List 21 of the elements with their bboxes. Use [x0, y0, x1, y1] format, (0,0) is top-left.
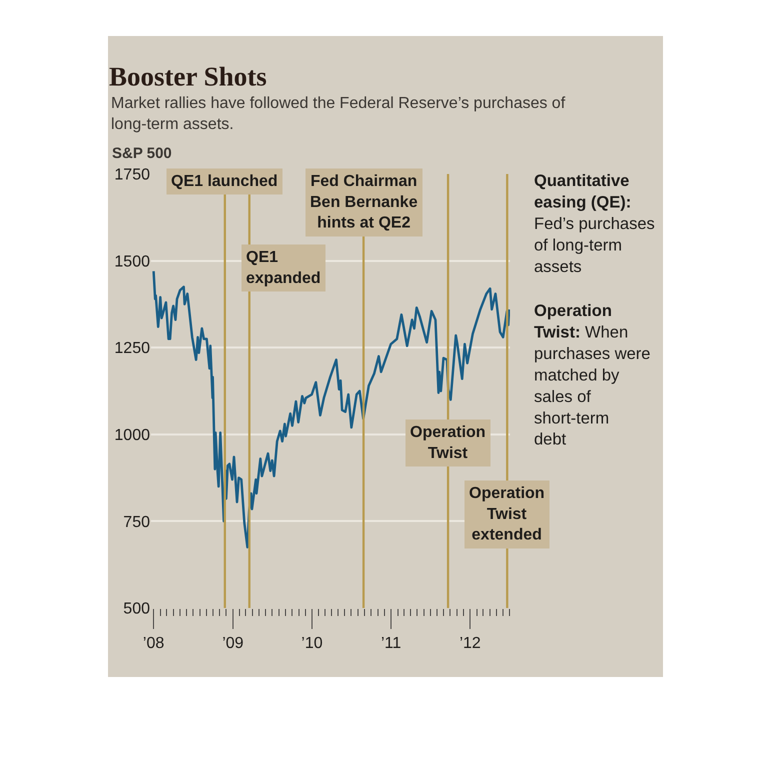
x-tick-label: ’09: [222, 635, 244, 652]
y-tick-label: 1250: [114, 340, 150, 358]
ref-line-label: Fed Chairman Ben Bernanke hints at QE2: [310, 173, 418, 232]
ref-line-label: QE1 launched: [171, 173, 278, 190]
y-tick-label: 750: [123, 514, 150, 531]
x-tick-label: ’10: [301, 635, 323, 652]
chart-title: Booster Shots: [109, 61, 267, 92]
text: Operation Twist: When purchases were matched by sales of short-term debt: [534, 302, 650, 449]
y-tick-label: 1750: [114, 166, 150, 184]
ref-line-label: QE1 expanded: [246, 249, 321, 287]
y-tick-label: 1000: [114, 427, 150, 444]
chart-subtitle: Market rallies have followed the Federal Reserve’s purchases of long-term assets.: [111, 95, 566, 133]
text: Quantitative easing (QE): Fed’s purchases of long-term assets: [534, 172, 655, 276]
y-axis-title: S&P 500: [112, 145, 172, 162]
y-tick-label: 500: [123, 600, 150, 618]
x-tick-label: ’08: [142, 635, 164, 652]
ref-line-label: Operation Twist: [410, 424, 486, 462]
ref-line-label: Operation Twist extended: [469, 485, 545, 544]
x-tick-label: ’12: [459, 635, 481, 652]
y-tick-label: 1500: [114, 253, 150, 270]
x-tick-label: ’11: [380, 635, 402, 652]
